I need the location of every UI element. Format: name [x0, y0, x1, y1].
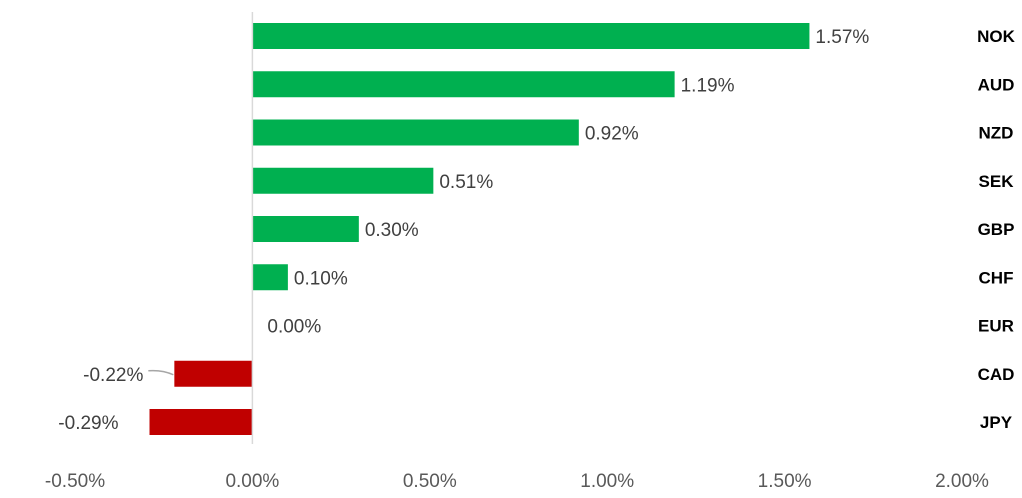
data-label-nzd: 0.92%: [585, 124, 639, 145]
category-labels-group: NOK AUD NZD SEK GBP CHF EUR CAD JPY: [977, 27, 1016, 432]
x-tick-label: 0.00%: [225, 471, 279, 492]
data-labels-group: 1.57% 1.19% 0.92% 0.51% 0.30% 0.10% 0.00% -0.22…: [58, 27, 869, 434]
data-label-nok: 1.57%: [815, 27, 869, 48]
category-label-gbp: GBP: [978, 220, 1015, 239]
bar-cad: [174, 360, 253, 387]
data-label-eur: 0.00%: [267, 317, 321, 338]
bars-group: [149, 23, 810, 435]
bar-gbp: [252, 216, 359, 242]
x-tick-label: 1.00%: [580, 471, 634, 492]
data-label-sek: 0.51%: [439, 172, 493, 193]
bar-sek: [252, 167, 434, 194]
category-label-sek: SEK: [979, 172, 1015, 191]
x-tick-label: 0.50%: [403, 471, 457, 492]
data-label-cad: -0.22%: [83, 365, 143, 386]
data-label-aud: 1.19%: [681, 75, 735, 96]
bar-chf: [252, 264, 288, 291]
x-axis-ticks-group: -0.50% 0.00% 0.50% 1.00% 1.50% 2.00%: [45, 471, 989, 492]
category-label-aud: AUD: [978, 75, 1015, 94]
data-label-chf: 0.10%: [294, 268, 348, 289]
category-label-nzd: NZD: [979, 124, 1014, 143]
x-tick-label: 1.50%: [758, 471, 812, 492]
data-label-gbp: 0.30%: [365, 220, 419, 241]
bar-nok: [252, 23, 810, 49]
data-label-jpy: -0.29%: [58, 413, 118, 434]
x-tick-label: -0.50%: [45, 471, 105, 492]
category-label-jpy: JPY: [980, 413, 1013, 432]
leader-line-cad: [148, 369, 174, 376]
category-label-nok: NOK: [977, 27, 1016, 46]
x-tick-label: 2.00%: [935, 471, 989, 492]
category-label-chf: CHF: [979, 268, 1014, 287]
bar-jpy: [149, 409, 253, 435]
bar-aud: [252, 71, 675, 98]
bar-nzd: [252, 119, 579, 146]
category-label-eur: EUR: [978, 317, 1014, 336]
category-label-cad: CAD: [978, 365, 1015, 384]
